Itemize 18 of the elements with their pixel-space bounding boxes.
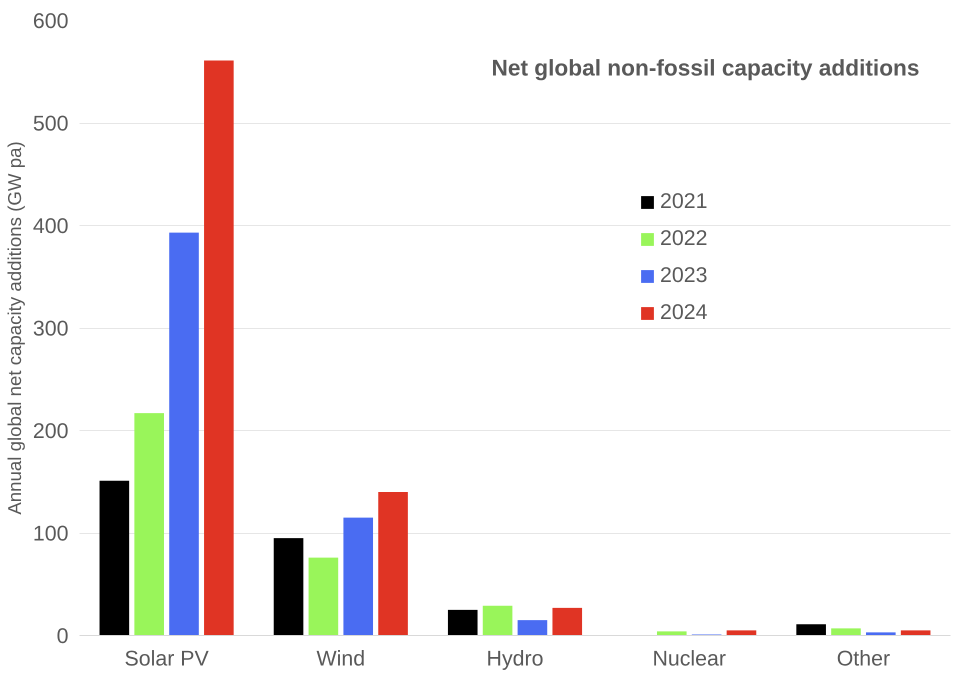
x-tick-label: Hydro (486, 646, 544, 670)
y-axis-title: Annual global net capacity additions (GW pa) (4, 141, 25, 515)
y-tick-label: 0 (56, 624, 69, 648)
y-tick-label: 300 (32, 316, 69, 340)
y-tick-label: 100 (32, 522, 69, 546)
legend-label: 2021 (660, 189, 708, 214)
y-tick-label: 500 (32, 112, 69, 136)
y-tick-label: 600 (32, 9, 69, 33)
x-tick-label: Other (836, 646, 890, 670)
legend-label: 2022 (660, 226, 708, 251)
text: Net global non-fossil capacity additions (492, 54, 920, 80)
y-tick-label: 400 (32, 214, 69, 238)
x-tick-label: Nuclear (652, 646, 726, 670)
legend-label: 2024 (660, 300, 708, 325)
y-tick-label: 200 (32, 419, 69, 443)
x-tick-label: Solar PV (124, 646, 210, 670)
x-tick-label: Wind (316, 646, 366, 670)
legend-label: 2023 (660, 263, 708, 288)
